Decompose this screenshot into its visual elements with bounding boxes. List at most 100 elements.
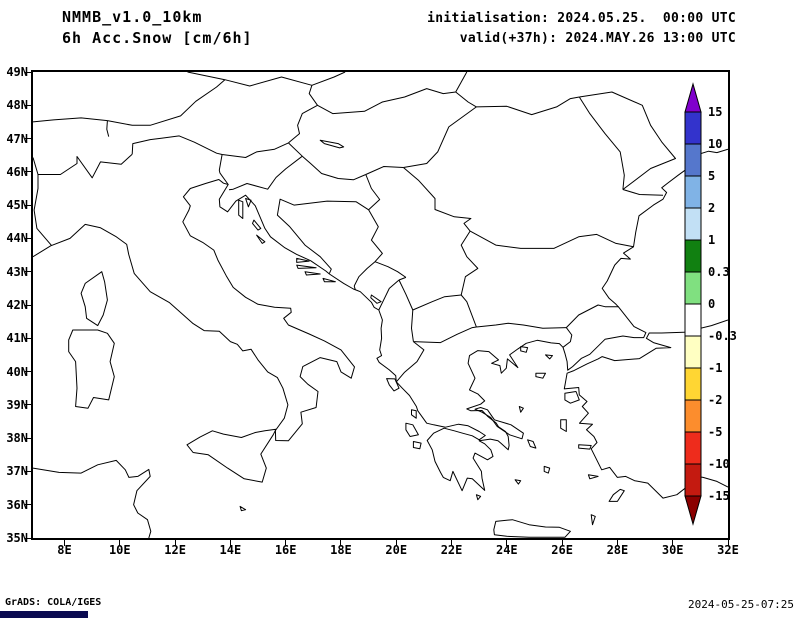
- plot-timestamp: 2024-05-25-07:25: [688, 598, 794, 611]
- country-border: [378, 279, 400, 311]
- country-border: [469, 230, 634, 249]
- country-border: [622, 189, 664, 196]
- coastline: [33, 148, 728, 492]
- country-border: [107, 79, 226, 126]
- country-border: [398, 279, 414, 311]
- island-coastline: [386, 378, 400, 392]
- country-border: [398, 276, 407, 281]
- colorbar-segment: [684, 335, 702, 369]
- lat-tick-label: 44N: [6, 231, 28, 246]
- country-border: [460, 230, 479, 296]
- colorbar-tick-label: 10: [708, 137, 722, 151]
- country-border: [412, 294, 462, 311]
- country-border: [565, 304, 619, 328]
- island-coastline: [296, 264, 317, 269]
- island-coastline: [520, 346, 529, 353]
- map-frame: [31, 70, 730, 540]
- country-border: [311, 72, 346, 86]
- island-coastline: [493, 519, 571, 538]
- country-border: [578, 96, 625, 190]
- island-coastline: [514, 479, 522, 485]
- model-name: NMMB_v1.0_10km: [62, 8, 203, 26]
- country-border: [562, 327, 573, 348]
- country-border: [395, 341, 425, 383]
- lon-tick-label: 32E: [717, 543, 739, 557]
- country-border: [33, 174, 52, 246]
- country-border: [288, 142, 303, 157]
- country-border: [403, 106, 477, 168]
- colorbar-tick-label: 15: [708, 105, 722, 119]
- lat-tick-label: 41N: [6, 331, 28, 346]
- colorbar-tick-label: -15: [708, 489, 730, 503]
- colorbar-tick-label: 0: [708, 297, 715, 311]
- lon-tick-mark: [285, 540, 287, 546]
- island-coastline: [304, 271, 321, 276]
- country-border: [365, 166, 404, 175]
- lon-tick-mark: [451, 540, 453, 546]
- colorbar-segment: [684, 431, 702, 465]
- country-border: [228, 155, 303, 191]
- country-border: [579, 91, 676, 190]
- lon-tick-label: 18E: [330, 543, 352, 557]
- country-border: [455, 91, 477, 108]
- lon-tick-label: 26E: [551, 543, 573, 557]
- island-coastline: [475, 494, 482, 501]
- colorbar-segment: [684, 111, 702, 145]
- island-coastline: [560, 419, 567, 432]
- colorbar-segment: [684, 303, 702, 337]
- country-border: [403, 167, 472, 232]
- island-coastline: [527, 439, 537, 449]
- country-border: [288, 104, 318, 144]
- lon-tick-mark: [616, 540, 618, 546]
- country-border: [33, 117, 108, 123]
- header-right: initialisation: 2024.05.25. 00:00 UTC va…: [427, 9, 736, 49]
- island-coastline: [411, 409, 417, 419]
- country-border: [33, 157, 39, 175]
- valid-time: valid(+37h): 2024.MAY.26 13:00 UTC: [459, 31, 736, 46]
- country-border: [365, 174, 381, 211]
- lon-tick-label: 8E: [57, 543, 72, 557]
- lon-tick-mark: [174, 540, 176, 546]
- lat-tick-label: 39N: [6, 397, 28, 412]
- island-coastline: [578, 444, 592, 450]
- country-border: [187, 72, 226, 81]
- lon-tick-mark: [561, 540, 563, 546]
- island-coastline: [535, 372, 546, 379]
- map-canvas: [33, 72, 728, 538]
- lon-tick-mark: [64, 540, 65, 546]
- colorbar-tick-label: 2: [708, 201, 715, 215]
- island-coastline: [322, 277, 336, 283]
- lon-tick-label: 10E: [108, 543, 131, 557]
- colorbar-segment: [684, 399, 702, 433]
- header-left: NMMB_v1.0_10km 6h Acc.Snow [cm/6h]: [62, 7, 253, 49]
- colorbar-segment: [684, 207, 702, 241]
- lon-tick-mark: [672, 540, 674, 546]
- lat-tick-label: 40N: [6, 364, 28, 379]
- country-border: [276, 198, 369, 274]
- island-coastline: [518, 406, 524, 413]
- lon-tick-label: 20E: [385, 543, 408, 557]
- lon-tick-mark: [119, 540, 121, 546]
- island-coastline: [370, 294, 382, 304]
- island-coastline: [245, 198, 252, 208]
- lat-tick-label: 38N: [6, 431, 28, 446]
- island-coastline: [319, 139, 345, 149]
- lat-tick-label: 42N: [6, 298, 28, 312]
- init-time: initialisation: 2024.05.25. 00:00 UTC: [427, 11, 736, 26]
- island-coastline: [590, 514, 596, 526]
- island-coastline: [239, 505, 247, 512]
- lat-tick-label: 37N: [6, 464, 28, 479]
- colorbar-segment: [684, 463, 702, 497]
- island-coastline: [564, 391, 580, 404]
- lon-tick-label: 14E: [219, 543, 242, 557]
- country-border: [476, 96, 580, 116]
- grads-credit: GrADS: COLA/IGES: [5, 597, 102, 608]
- island-coastline: [186, 428, 277, 483]
- colorbar-tick-label: 0.3: [708, 265, 730, 279]
- island-coastline: [608, 488, 625, 502]
- country-border: [476, 322, 567, 329]
- lon-tick-label: 16E: [274, 543, 297, 557]
- country-border: [413, 326, 477, 344]
- country-border: [218, 154, 229, 185]
- country-border: [106, 120, 110, 137]
